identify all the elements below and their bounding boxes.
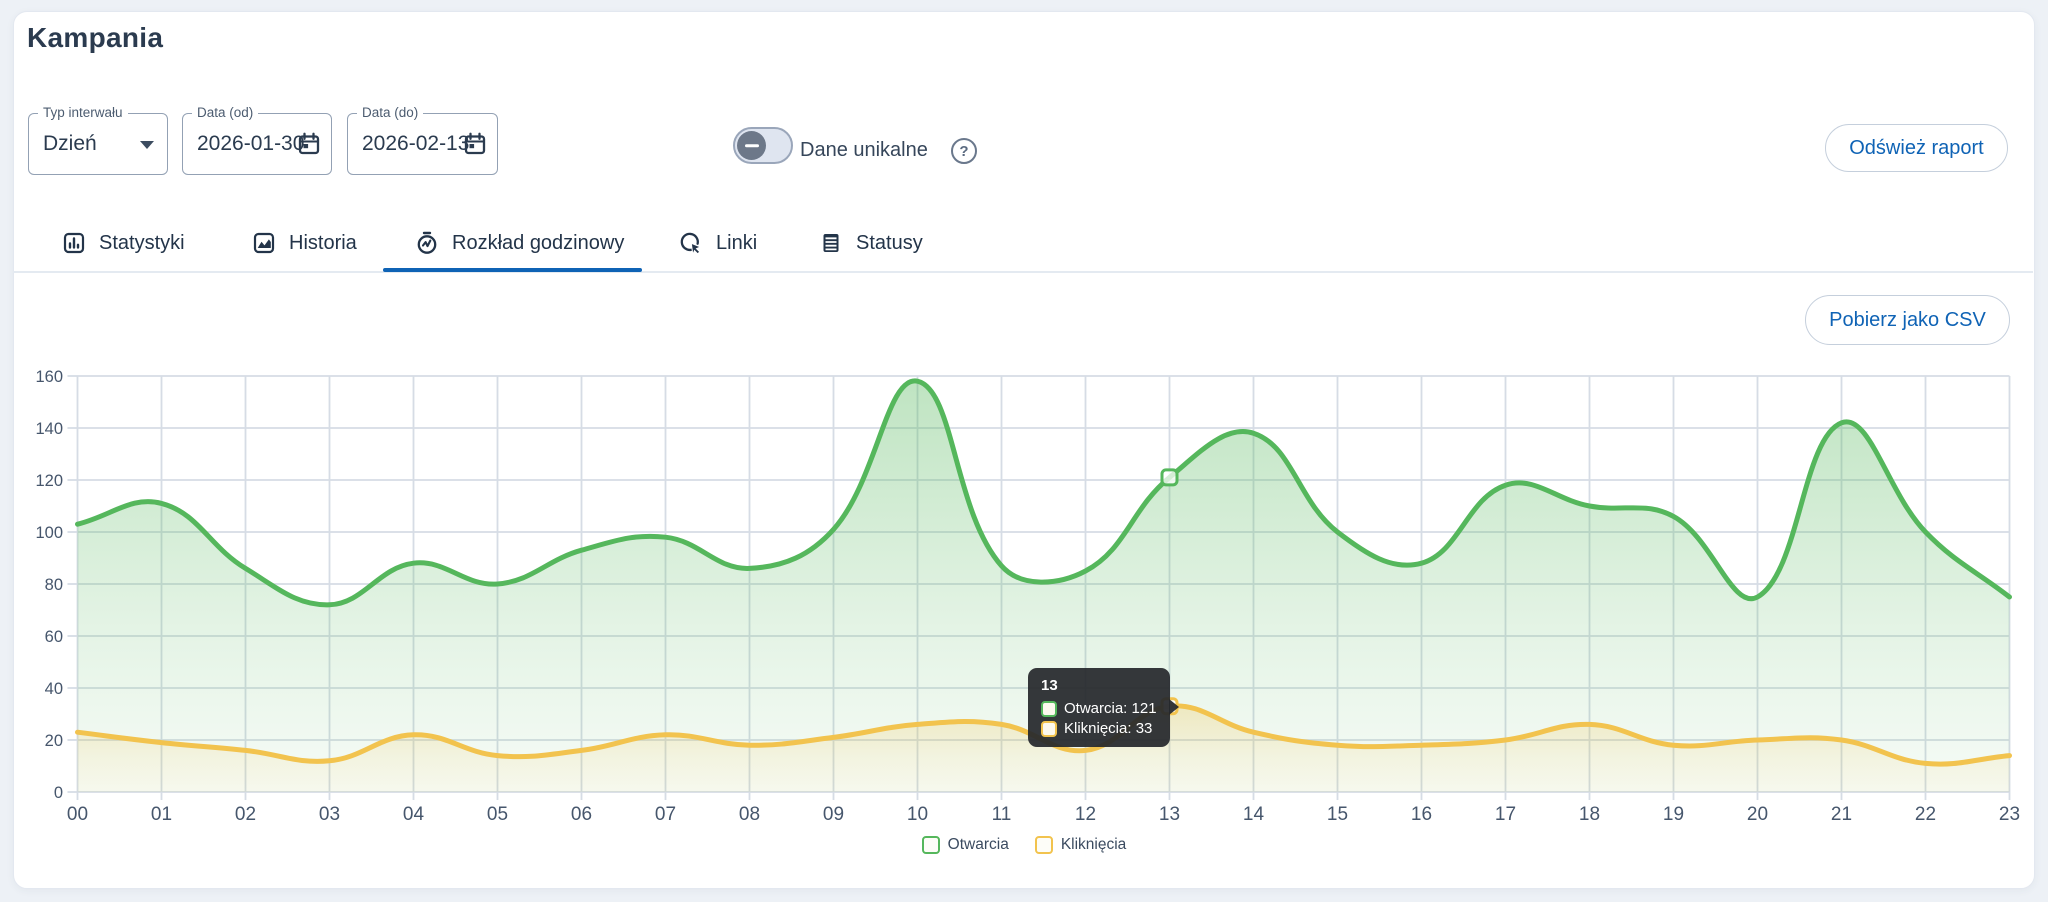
svg-text:11: 11 bbox=[992, 804, 1012, 820]
tab-statystyki[interactable]: Statystyki bbox=[62, 228, 185, 258]
svg-text:160: 160 bbox=[35, 368, 63, 386]
svg-text:22: 22 bbox=[1915, 804, 1936, 820]
svg-text:19: 19 bbox=[1663, 804, 1684, 820]
legend-item-kliknięcia[interactable]: Kliknięcia bbox=[1034, 836, 1127, 854]
tab-label: Statusy bbox=[856, 231, 923, 254]
svg-text:01: 01 bbox=[151, 804, 172, 820]
svg-text:06: 06 bbox=[571, 804, 592, 820]
svg-text:15: 15 bbox=[1327, 804, 1348, 820]
date-from-field[interactable]: Data (od) 2026-01-30 bbox=[182, 105, 332, 175]
date-to-field[interactable]: Data (do) 2026-02-13 bbox=[347, 105, 498, 175]
tab-label: Historia bbox=[289, 231, 357, 254]
help-icon[interactable]: ? bbox=[951, 138, 977, 164]
svg-text:17: 17 bbox=[1495, 804, 1516, 820]
legend-item-otwarcia[interactable]: Otwarcia bbox=[921, 836, 1009, 854]
tab-label: Rozkład godzinowy bbox=[452, 231, 625, 254]
minus-icon bbox=[744, 143, 759, 148]
interval-select-value: Dzień bbox=[43, 132, 97, 155]
svg-text:12: 12 bbox=[1075, 804, 1096, 820]
interval-select-label: Typ interwału bbox=[38, 105, 128, 120]
svg-text:21: 21 bbox=[1831, 804, 1852, 820]
legend-label: Otwarcia bbox=[947, 836, 1009, 853]
legend-chip-icon bbox=[921, 836, 940, 854]
list-icon bbox=[823, 234, 839, 252]
date-from-label: Data (od) bbox=[192, 105, 259, 120]
tooltip-otwarcia-text: Otwarcia: 121 bbox=[1064, 700, 1157, 717]
unique-data-toggle[interactable] bbox=[733, 127, 793, 164]
kliknięcia-area bbox=[77, 705, 2010, 792]
tab-statusy[interactable]: Statusy bbox=[819, 228, 923, 258]
svg-text:140: 140 bbox=[35, 420, 63, 438]
klikniecia-marker-icon bbox=[1041, 720, 1057, 737]
chart-legend: Otwarcia Kliknięcia bbox=[0, 836, 2048, 854]
active-tab-underline bbox=[383, 268, 642, 272]
svg-text:120: 120 bbox=[35, 472, 63, 490]
download-csv-button[interactable]: Pobierz jako CSV bbox=[1805, 295, 2010, 345]
y-axis-labels: 0 20 40 60 80 100 120 140 160 bbox=[35, 368, 63, 802]
svg-text:100: 100 bbox=[35, 524, 63, 542]
tooltip-hour: 13 bbox=[1041, 677, 1058, 694]
svg-text:18: 18 bbox=[1579, 804, 1600, 820]
tab-rozklad-godzinowy[interactable]: Rozkład godzinowy bbox=[415, 228, 624, 258]
bar-chart-icon bbox=[63, 232, 85, 254]
date-from-value: 2026-01-30 bbox=[197, 132, 305, 155]
svg-text:08: 08 bbox=[739, 804, 760, 820]
otwarcia-marker-icon bbox=[1041, 700, 1057, 717]
svg-text:13: 13 bbox=[1159, 804, 1180, 820]
legend-label: Kliknięcia bbox=[1060, 836, 1127, 853]
svg-text:20: 20 bbox=[45, 732, 63, 750]
svg-text:09: 09 bbox=[823, 804, 844, 820]
svg-text:03: 03 bbox=[319, 804, 340, 820]
stopwatch-icon bbox=[417, 231, 437, 254]
chart-tooltip: 13 Otwarcia: 121 Kliknięcia: 33 bbox=[1028, 668, 1179, 747]
tooltip-row-klikniecia: Kliknięcia: 33 bbox=[1041, 720, 1157, 737]
tabs-divider bbox=[13, 271, 2033, 273]
svg-text:20: 20 bbox=[1747, 804, 1768, 820]
svg-text:0: 0 bbox=[54, 784, 63, 802]
tab-label: Statystyki bbox=[99, 231, 185, 254]
svg-text:80: 80 bbox=[45, 576, 63, 594]
tooltip-klikniecia-text: Kliknięcia: 33 bbox=[1064, 720, 1153, 737]
tab-historia[interactable]: Historia bbox=[252, 228, 357, 258]
tab-label: Linki bbox=[716, 231, 758, 254]
interval-select[interactable]: Typ interwału Dzień bbox=[28, 105, 168, 175]
click-icon bbox=[680, 232, 702, 255]
date-to-label: Data (do) bbox=[357, 105, 424, 120]
tooltip-arrow bbox=[1168, 699, 1179, 715]
calendar-icon[interactable] bbox=[463, 132, 487, 156]
svg-text:40: 40 bbox=[45, 680, 63, 698]
svg-text:16: 16 bbox=[1411, 804, 1432, 820]
otwarcia-highlight-marker[interactable] bbox=[1160, 468, 1179, 487]
unique-data-toggle-label: Dane unikalne bbox=[800, 139, 928, 161]
tab-linki[interactable]: Linki bbox=[679, 228, 757, 258]
help-glyph: ? bbox=[959, 142, 969, 160]
svg-text:14: 14 bbox=[1243, 804, 1265, 820]
svg-text:23: 23 bbox=[1999, 804, 2020, 820]
tooltip-row-otwarcia: Otwarcia: 121 bbox=[1041, 700, 1157, 717]
svg-text:10: 10 bbox=[907, 804, 928, 820]
svg-text:02: 02 bbox=[235, 804, 256, 820]
x-axis-labels: 00 01 02 03 04 05 06 07 08 09 10 11 12 13 14 15 16 17 18 19… bbox=[67, 804, 2020, 820]
toggle-knob bbox=[737, 131, 766, 160]
chevron-down-icon bbox=[140, 141, 154, 149]
calendar-icon[interactable] bbox=[297, 132, 321, 156]
date-to-value: 2026-02-13 bbox=[362, 132, 470, 155]
legend-chip-icon bbox=[1034, 836, 1053, 854]
otwarcia-line bbox=[75, 378, 2012, 608]
svg-text:04: 04 bbox=[403, 804, 425, 820]
area-chart-icon bbox=[253, 232, 275, 254]
svg-text:05: 05 bbox=[487, 804, 508, 820]
svg-text:00: 00 bbox=[67, 804, 88, 820]
svg-text:60: 60 bbox=[45, 628, 63, 646]
page-title: Kampania bbox=[27, 22, 164, 53]
svg-text:07: 07 bbox=[655, 804, 676, 820]
refresh-report-button[interactable]: Odśwież raport bbox=[1825, 124, 2008, 172]
